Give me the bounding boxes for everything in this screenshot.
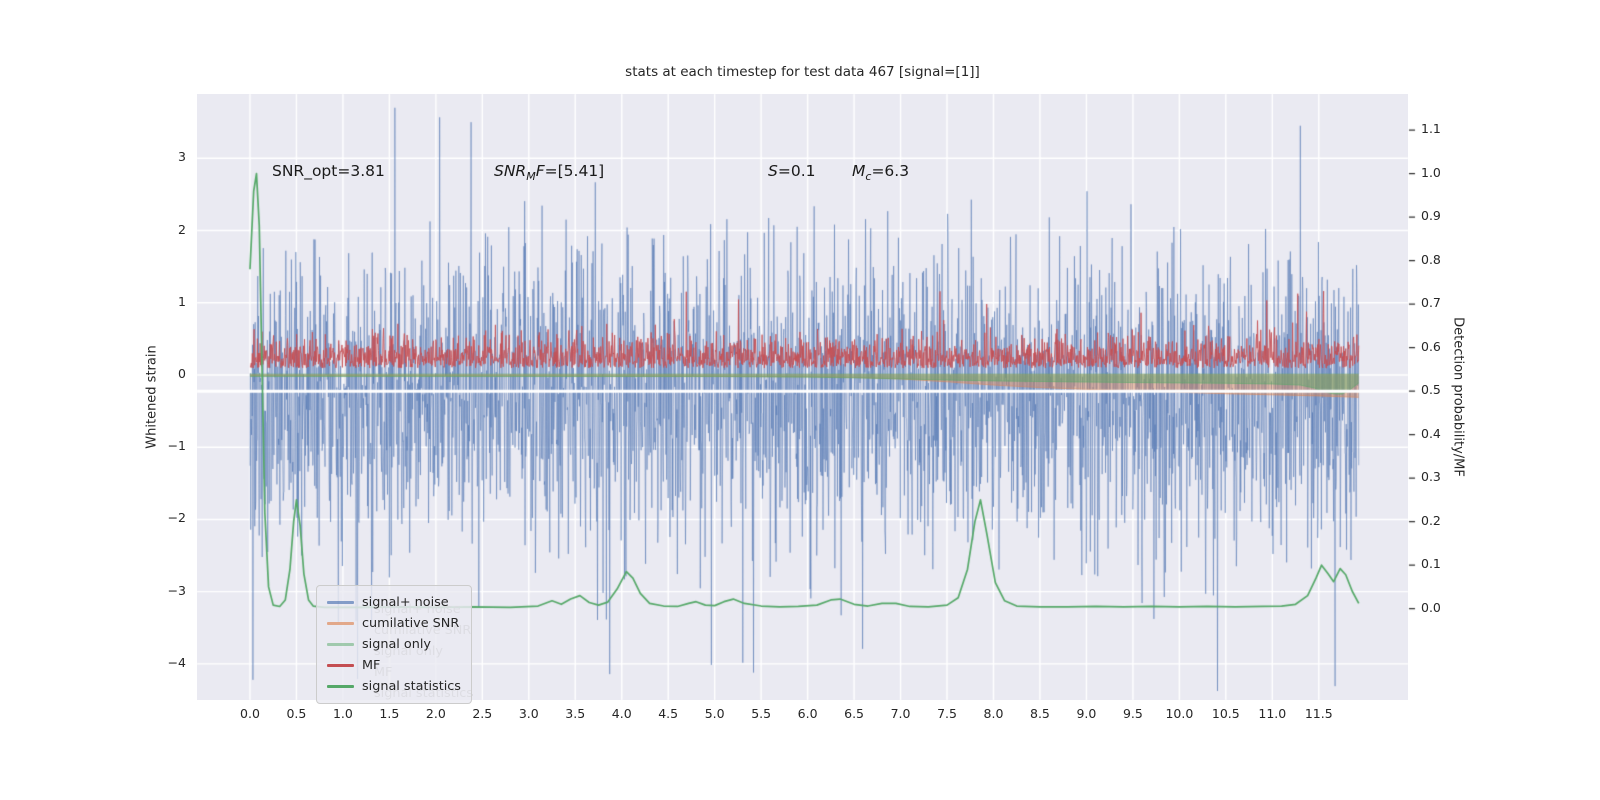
x-tick-label: 6.5 bbox=[844, 706, 865, 721]
legend-swatch bbox=[327, 664, 354, 667]
y-tick-label-left: −4 bbox=[167, 654, 186, 670]
legend-item: MF bbox=[327, 655, 461, 676]
legend-swatch bbox=[327, 622, 354, 625]
x-tick-label: 5.0 bbox=[704, 706, 725, 721]
annotation-text: =[5.41] bbox=[544, 162, 605, 180]
legend-label: signal only bbox=[362, 637, 431, 652]
legend-swatch bbox=[327, 643, 354, 646]
y-tick-label-left: −1 bbox=[167, 438, 186, 454]
y-tick-label-right: 0.9 bbox=[1421, 208, 1441, 224]
legend-item: signal statistics bbox=[327, 676, 461, 697]
x-tick-label: 0.5 bbox=[286, 706, 307, 721]
x-tick-label: 4.0 bbox=[611, 706, 632, 721]
x-tick-label: 5.5 bbox=[751, 706, 772, 721]
annotation-text: S bbox=[768, 162, 778, 180]
y-tick-label-left: 1 bbox=[178, 293, 186, 309]
x-tick-label: 10.5 bbox=[1211, 706, 1240, 721]
x-tick-label: 2.0 bbox=[425, 706, 446, 721]
chart-title: stats at each timestep for test data 467… bbox=[625, 64, 980, 80]
annotation-subscript: M bbox=[526, 170, 536, 184]
annotation-subscript: c bbox=[865, 170, 872, 184]
x-tick-label: 8.5 bbox=[1030, 706, 1050, 721]
legend: signal+ noise cumilative SNR signal only MF… bbox=[316, 585, 472, 704]
y-tick-label-right: 0.0 bbox=[1421, 599, 1441, 615]
legend-label: cumilative SNR bbox=[362, 616, 460, 631]
y-tick-label-right: 0.4 bbox=[1421, 425, 1441, 441]
x-tick-label: 6.0 bbox=[797, 706, 818, 721]
annotation-text: =0.1 bbox=[777, 162, 816, 180]
y-tick-label-right: 0.1 bbox=[1421, 556, 1441, 572]
x-tick-label: 1.0 bbox=[332, 706, 353, 721]
legend-label: MF bbox=[362, 658, 381, 673]
y-axis-label-left: Whitened strain bbox=[144, 345, 160, 449]
x-tick-label: 7.5 bbox=[937, 706, 957, 721]
annotation-text: M bbox=[852, 162, 866, 180]
x-tick-label: 10.0 bbox=[1165, 706, 1194, 721]
legend-swatch bbox=[327, 601, 354, 604]
y-tick-label-left: 0 bbox=[178, 365, 186, 381]
x-tick-label: 0.0 bbox=[240, 706, 260, 721]
annotation-text: =6.3 bbox=[871, 162, 910, 180]
y-tick-label-right: 0.8 bbox=[1421, 251, 1441, 267]
annotation-s: S=0.1 bbox=[768, 162, 815, 180]
annotation-text: SNR bbox=[494, 162, 527, 180]
x-tick-label: 1.5 bbox=[379, 706, 400, 721]
y-axis-label-right: Detection probability/MF bbox=[1450, 317, 1466, 477]
y-tick-label-right: 1.0 bbox=[1421, 164, 1441, 180]
x-tick-label: 3.5 bbox=[565, 706, 586, 721]
x-tick-label: 7.0 bbox=[890, 706, 911, 721]
x-tick-label: 11.5 bbox=[1304, 706, 1333, 721]
y-tick-label-right: 0.2 bbox=[1421, 512, 1441, 528]
y-tick-label-right: 0.6 bbox=[1421, 338, 1441, 354]
y-tick-label-right: 0.7 bbox=[1421, 295, 1441, 311]
legend-swatch bbox=[327, 685, 354, 688]
y-tick-label-right: 1.1 bbox=[1421, 121, 1441, 137]
y-tick-label-left: −3 bbox=[167, 582, 186, 598]
y-tick-label-left: 2 bbox=[178, 221, 186, 237]
y-tick-label-left: 3 bbox=[178, 149, 186, 165]
legend-label: signal statistics bbox=[362, 679, 461, 694]
legend-label: signal+ noise bbox=[362, 595, 449, 610]
x-tick-label: 4.5 bbox=[658, 706, 679, 721]
x-tick-label: 8.0 bbox=[983, 706, 1004, 721]
annotation-mc: Mc=6.3 bbox=[852, 162, 909, 183]
y-tick-label-left: −2 bbox=[167, 510, 186, 526]
y-tick-label-right: 0.3 bbox=[1421, 469, 1441, 485]
annotation-snr-mf: SNRMF=[5.41] bbox=[494, 162, 604, 183]
x-tick-label: 11.0 bbox=[1258, 706, 1287, 721]
legend-item: signal+ noise bbox=[327, 592, 461, 613]
x-tick-label: 2.5 bbox=[472, 706, 493, 721]
x-tick-label: 9.0 bbox=[1076, 706, 1097, 721]
legend-item: signal only bbox=[327, 634, 461, 655]
annotation-snr-opt: SNR_opt=3.81 bbox=[272, 162, 385, 180]
annotation-text: SNR_opt=3.81 bbox=[272, 162, 385, 180]
y-tick-label-right: 0.5 bbox=[1421, 382, 1441, 398]
x-tick-label: 3.0 bbox=[518, 706, 539, 721]
x-tick-label: 9.5 bbox=[1122, 706, 1143, 721]
legend-item: cumilative SNR bbox=[327, 613, 461, 634]
annotation-text: F bbox=[535, 162, 545, 180]
